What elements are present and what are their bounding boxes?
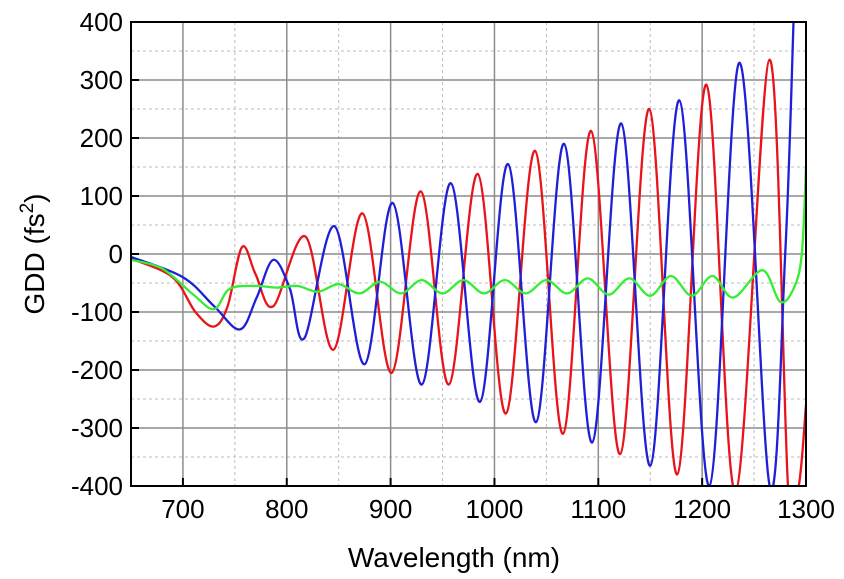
series-layer [131, 22, 806, 486]
y-tick-label: 300 [80, 65, 123, 95]
red-gdd-curve [131, 58, 806, 486]
x-tick-label: 1000 [466, 494, 524, 524]
x-tick-label: 1100 [570, 494, 626, 524]
y-tick-label: 400 [80, 7, 123, 37]
y-tick-label: -200 [71, 355, 123, 385]
x-axis-title: Wavelength (nm) [348, 542, 560, 573]
x-tick-label: 700 [161, 494, 204, 524]
x-tick-labels: 700 800 900 1000 1100 1200 1300 [161, 494, 835, 524]
y-tick-label: 0 [109, 239, 123, 269]
ticks-layer [131, 21, 807, 487]
y-tick-label: -100 [71, 297, 123, 327]
y-axis-title-close: ) [19, 193, 50, 202]
y-axis-title: GDD (fs2) [17, 193, 50, 314]
x-tick-label: 800 [265, 494, 308, 524]
blue-gdd-curve [131, 22, 795, 486]
y-tick-labels: 400 300 200 100 0 -100 -200 -300 -400 [71, 7, 123, 501]
green-gdd-curve [131, 166, 806, 311]
y-axis-title-sup: 2 [17, 203, 38, 214]
y-tick-label: -300 [71, 413, 123, 443]
x-tick-label: 1200 [673, 494, 731, 524]
y-tick-label: -400 [71, 471, 123, 501]
y-tick-label: 100 [80, 181, 123, 211]
x-tick-label: 1300 [777, 494, 835, 524]
y-tick-label: 200 [80, 123, 123, 153]
y-axis-title-main: GDD (fs [19, 213, 50, 314]
x-tick-label: 900 [369, 494, 412, 524]
